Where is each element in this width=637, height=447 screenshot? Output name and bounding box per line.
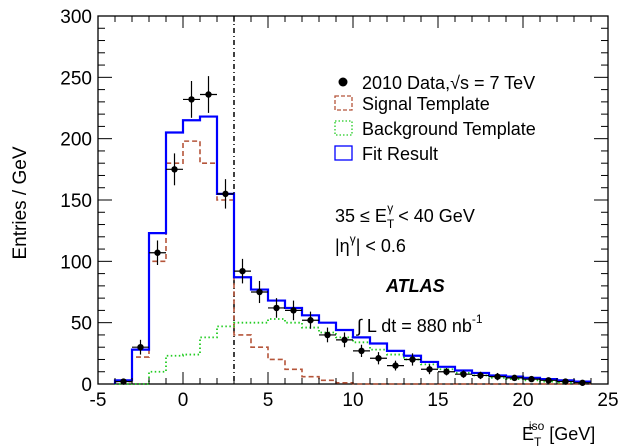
fit-result-series: [113, 115, 591, 384]
data-point: [166, 153, 183, 186]
x-tick-label: 25: [597, 390, 618, 411]
data-point: [489, 372, 506, 381]
data-point: [523, 375, 540, 383]
legend-marker-fit: [334, 145, 353, 161]
y-tick-label: 0: [81, 375, 92, 396]
data-point-marker: [307, 317, 314, 324]
data-point: [302, 311, 319, 329]
data-point-marker: [154, 249, 161, 256]
x-tick-label: 5: [263, 390, 274, 411]
data-point-marker: [579, 379, 586, 386]
data-point-marker: [273, 304, 280, 312]
data-point-marker: [222, 190, 229, 198]
data-point-marker: [358, 347, 365, 355]
data-point-marker: [290, 307, 297, 314]
data-point-marker: [545, 377, 552, 384]
data-point-marker: [239, 267, 246, 275]
data-point: [132, 339, 149, 355]
legend: 2010 Data,√s = 7 TeV Signal Template Bac…: [334, 73, 536, 164]
data-point: [149, 240, 166, 266]
data-point-marker: [137, 344, 144, 351]
data-point-marker: [375, 355, 382, 362]
data-point: [472, 371, 489, 380]
data-point-marker: [341, 336, 348, 344]
data-point: [421, 364, 438, 375]
data-point: [217, 179, 234, 209]
annotation-experiment: ATLAS: [385, 276, 445, 296]
y-tick-label: 200: [60, 130, 92, 151]
data-point: [506, 374, 523, 382]
data-point: [234, 258, 251, 284]
plot-frame: [97, 15, 609, 385]
data-point-marker: [171, 166, 178, 173]
data-point: [336, 332, 353, 348]
data-point-marker: [494, 373, 501, 380]
data-point: [404, 353, 421, 366]
legend-label-signal: Signal Template: [362, 94, 490, 114]
legend-label-background: Background Template: [362, 119, 536, 139]
data-point: [319, 327, 336, 343]
x-tick-label: 20: [512, 390, 533, 411]
data-point-marker: [409, 356, 416, 363]
x-tick-label: 0: [178, 390, 189, 411]
signal-template-line: [114, 140, 591, 385]
data-point: [387, 360, 404, 371]
data-point: [268, 298, 285, 318]
data-point-marker: [443, 368, 450, 375]
x-tick-label: -5: [90, 390, 107, 411]
data-point-marker: [460, 370, 467, 378]
data-point-marker: [256, 288, 263, 296]
data-points-series: [115, 76, 591, 386]
data-point: [557, 378, 574, 385]
data-point: [200, 76, 217, 113]
legend-marker-data: [338, 77, 348, 87]
data-point-marker: [562, 378, 569, 385]
y-tick-label: 300: [60, 7, 92, 28]
annotation-et-range: 35 ≤ ETγ < 40 GeV: [335, 201, 475, 231]
data-point-marker: [324, 331, 331, 339]
y-axis-label: Entries / GeV: [10, 146, 31, 259]
data-point: [115, 378, 132, 385]
data-point: [251, 280, 268, 304]
y-tick-label: 150: [60, 191, 92, 212]
data-point: [455, 370, 472, 378]
y-tick-label: 100: [60, 252, 92, 273]
annotation-luminosity: ∫ L dt = 880 nb-1: [355, 312, 483, 336]
data-point-marker: [120, 378, 127, 385]
y-tick-label: 250: [60, 68, 92, 89]
data-point: [370, 352, 387, 365]
data-point: [353, 344, 370, 358]
y-tick-label: 50: [71, 314, 92, 335]
y-axis: 0 50 100 150 200 250 300: [60, 7, 608, 396]
data-point-marker: [477, 372, 484, 379]
fit-result-line: [113, 115, 591, 384]
x-axis: -5 0 5 10 15 20 25: [90, 16, 619, 411]
data-point: [183, 81, 200, 118]
x-tick-label: 10: [342, 390, 363, 411]
annotation-eta: |ηγ| < 0.6: [335, 232, 406, 256]
signal-template-series: [114, 140, 591, 385]
x-tick-label: 15: [427, 390, 448, 411]
data-point-marker: [426, 366, 433, 373]
data-point: [574, 379, 591, 386]
data-point-marker: [392, 362, 399, 369]
data-point: [438, 368, 455, 376]
data-point-marker: [188, 96, 195, 103]
data-point: [285, 300, 302, 321]
legend-marker-background: [334, 120, 353, 136]
x-axis-label: ETiso [GeV]: [522, 419, 595, 447]
data-point: [540, 377, 557, 384]
data-point-marker: [511, 374, 518, 382]
data-point-marker: [528, 375, 535, 383]
legend-label-data: 2010 Data,√s = 7 TeV: [362, 73, 535, 93]
legend-label-fit: Fit Result: [362, 144, 438, 164]
data-point-marker: [205, 91, 212, 98]
legend-marker-signal: [334, 95, 353, 111]
